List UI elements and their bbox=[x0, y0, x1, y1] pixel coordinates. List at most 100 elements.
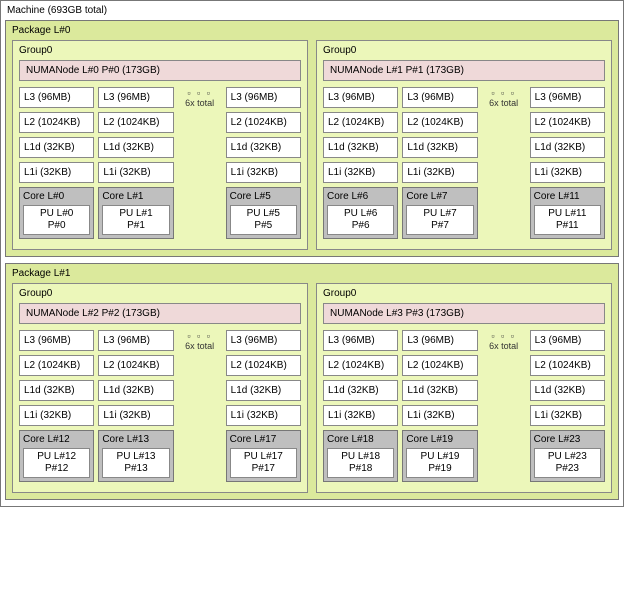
l3-cache: L3 (96MB) bbox=[323, 330, 398, 351]
core: Core L#0 PU L#0 P#0 bbox=[19, 187, 94, 239]
spacer bbox=[178, 112, 222, 133]
group-title: Group0 bbox=[323, 45, 605, 56]
machine-title: Machine (693GB total) bbox=[5, 3, 619, 20]
group-title: Group0 bbox=[19, 45, 301, 56]
pu: PU L#18 P#18 bbox=[327, 448, 394, 478]
pu-l: PU L#7 bbox=[423, 208, 456, 219]
core-title: Core L#18 bbox=[327, 434, 394, 445]
l1d-row: L1d (32KB) L1d (32KB) L1d (32KB) bbox=[19, 380, 301, 401]
l1d-cache: L1d (32KB) bbox=[530, 380, 605, 401]
l1i-cache: L1i (32KB) bbox=[19, 162, 94, 183]
l2-cache: L2 (1024KB) bbox=[530, 112, 605, 133]
l1i-cache: L1i (32KB) bbox=[226, 405, 301, 426]
cores-row: Core L#6 PU L#6 P#6 Core L#7 PU L#7 P#7 bbox=[323, 187, 605, 239]
l2-cache: L2 (1024KB) bbox=[323, 355, 398, 376]
group: Group0 NUMANode L#0 P#0 (173GB) L3 (96MB… bbox=[12, 40, 308, 250]
pu: PU L#13 P#13 bbox=[102, 448, 169, 478]
core-title: Core L#7 bbox=[406, 191, 473, 202]
pu-l: PU L#13 bbox=[117, 451, 156, 462]
pu-p: P#11 bbox=[538, 220, 597, 232]
ellipsis-caption: 6x total bbox=[185, 98, 214, 108]
ellipsis-caption: 6x total bbox=[489, 98, 518, 108]
pu: PU L#7 P#7 bbox=[406, 205, 473, 235]
pu-l: PU L#6 bbox=[344, 208, 377, 219]
pu-p: P#12 bbox=[27, 463, 86, 475]
l3-cache: L3 (96MB) bbox=[402, 87, 477, 108]
spacer bbox=[178, 162, 222, 183]
l1i-row: L1i (32KB) L1i (32KB) L1i (32KB) bbox=[323, 162, 605, 183]
machine: Machine (693GB total) Package L#0 Group0… bbox=[0, 0, 624, 507]
l3-cache: L3 (96MB) bbox=[402, 330, 477, 351]
l3-cache: L3 (96MB) bbox=[98, 87, 173, 108]
pu-p: P#0 bbox=[27, 220, 86, 232]
l3-cache: L3 (96MB) bbox=[19, 87, 94, 108]
cores-row: Core L#0 PU L#0 P#0 Core L#1 PU L#1 P#1 bbox=[19, 187, 301, 239]
spacer bbox=[178, 187, 222, 239]
core-title: Core L#11 bbox=[534, 191, 601, 202]
pu-l: PU L#5 bbox=[247, 208, 280, 219]
pu-l: PU L#0 bbox=[40, 208, 73, 219]
core-title: Core L#23 bbox=[534, 434, 601, 445]
spacer bbox=[482, 162, 526, 183]
pu: PU L#0 P#0 bbox=[23, 205, 90, 235]
l1i-row: L1i (32KB) L1i (32KB) L1i (32KB) bbox=[19, 405, 301, 426]
ellipsis-caption: 6x total bbox=[489, 341, 518, 351]
ellipsis-caption: 6x total bbox=[185, 341, 214, 351]
core-title: Core L#5 bbox=[230, 191, 297, 202]
pu-l: PU L#1 bbox=[119, 208, 152, 219]
pu-l: PU L#17 bbox=[244, 451, 283, 462]
pu: PU L#23 P#23 bbox=[534, 448, 601, 478]
core: Core L#19 PU L#19 P#19 bbox=[402, 430, 477, 482]
core-title: Core L#19 bbox=[406, 434, 473, 445]
l1d-cache: L1d (32KB) bbox=[323, 137, 398, 158]
l3-row: L3 (96MB) L3 (96MB) ▫ ▫ ▫ 6x total L3 (9… bbox=[323, 87, 605, 108]
core: Core L#13 PU L#13 P#13 bbox=[98, 430, 173, 482]
pu: PU L#6 P#6 bbox=[327, 205, 394, 235]
l2-cache: L2 (1024KB) bbox=[226, 355, 301, 376]
groups-row: Group0 NUMANode L#2 P#2 (173GB) L3 (96MB… bbox=[12, 283, 612, 493]
l1d-row: L1d (32KB) L1d (32KB) L1d (32KB) bbox=[323, 380, 605, 401]
package-title: Package L#1 bbox=[12, 268, 612, 279]
core: Core L#6 PU L#6 P#6 bbox=[323, 187, 398, 239]
pu-p: P#19 bbox=[410, 463, 469, 475]
l3-cache: L3 (96MB) bbox=[226, 330, 301, 351]
l1i-cache: L1i (32KB) bbox=[530, 162, 605, 183]
spacer bbox=[178, 405, 222, 426]
cores-row: Core L#18 PU L#18 P#18 Core L#19 PU L#19… bbox=[323, 430, 605, 482]
pu: PU L#5 P#5 bbox=[230, 205, 297, 235]
l2-cache: L2 (1024KB) bbox=[402, 112, 477, 133]
numa-node: NUMANode L#2 P#2 (173GB) bbox=[19, 303, 301, 324]
core: Core L#23 PU L#23 P#23 bbox=[530, 430, 605, 482]
numa-node: NUMANode L#3 P#3 (173GB) bbox=[323, 303, 605, 324]
l2-cache: L2 (1024KB) bbox=[98, 112, 173, 133]
l2-row: L2 (1024KB) L2 (1024KB) L2 (1024KB) bbox=[323, 112, 605, 133]
l3-row: L3 (96MB) L3 (96MB) ▫ ▫ ▫ 6x total L3 (9… bbox=[19, 87, 301, 108]
group-title: Group0 bbox=[323, 288, 605, 299]
l1i-cache: L1i (32KB) bbox=[530, 405, 605, 426]
l2-cache: L2 (1024KB) bbox=[98, 355, 173, 376]
pu: PU L#17 P#17 bbox=[230, 448, 297, 478]
l2-cache: L2 (1024KB) bbox=[19, 355, 94, 376]
l3-cache: L3 (96MB) bbox=[530, 330, 605, 351]
core-title: Core L#0 bbox=[23, 191, 90, 202]
l1d-cache: L1d (32KB) bbox=[226, 137, 301, 158]
pu-l: PU L#11 bbox=[548, 208, 586, 219]
pu-p: P#6 bbox=[331, 220, 390, 232]
core: Core L#17 PU L#17 P#17 bbox=[226, 430, 301, 482]
pu-p: P#7 bbox=[410, 220, 469, 232]
l3-row: L3 (96MB) L3 (96MB) ▫ ▫ ▫ 6x total L3 (9… bbox=[19, 330, 301, 351]
l1d-row: L1d (32KB) L1d (32KB) L1d (32KB) bbox=[323, 137, 605, 158]
pu-p: P#1 bbox=[106, 220, 165, 232]
pu-l: PU L#12 bbox=[37, 451, 76, 462]
l1d-cache: L1d (32KB) bbox=[98, 137, 173, 158]
ellipsis-icon: ▫ ▫ ▫ 6x total bbox=[178, 87, 222, 108]
pu-p: P#18 bbox=[331, 463, 390, 475]
package-title: Package L#0 bbox=[12, 25, 612, 36]
spacer bbox=[482, 137, 526, 158]
group: Group0 NUMANode L#3 P#3 (173GB) L3 (96MB… bbox=[316, 283, 612, 493]
l1i-cache: L1i (32KB) bbox=[323, 405, 398, 426]
group: Group0 NUMANode L#2 P#2 (173GB) L3 (96MB… bbox=[12, 283, 308, 493]
l3-cache: L3 (96MB) bbox=[530, 87, 605, 108]
l2-cache: L2 (1024KB) bbox=[402, 355, 477, 376]
l1d-cache: L1d (32KB) bbox=[226, 380, 301, 401]
